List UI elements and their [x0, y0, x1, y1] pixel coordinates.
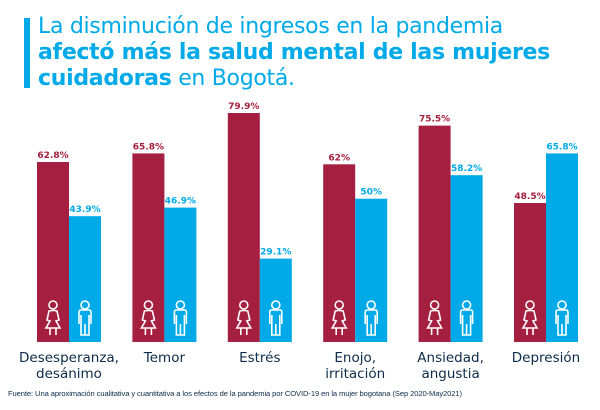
bar-hombres-3: [355, 198, 388, 342]
value-label-hombres-2: 29.1%: [260, 248, 291, 258]
man-icon: [459, 300, 474, 336]
title-line-3: cuidadoras en Bogotá.: [38, 66, 295, 91]
category-label-3: Enojo,: [334, 350, 376, 366]
bar-mujeres-2: [227, 113, 260, 343]
chart-title: La disminución de ingresos en la pandemi…: [38, 14, 598, 92]
man-icon: [78, 300, 92, 336]
value-label-mujeres-0: 62.8%: [37, 151, 68, 161]
value-label-hombres-4: 58.2%: [451, 164, 482, 174]
value-label-mujeres-4: 75.5%: [419, 115, 450, 125]
title-line-1: La disminución de ingresos en la pandemi…: [38, 14, 503, 39]
category-label-0: Desesperanza,: [19, 350, 119, 366]
value-label-mujeres-5: 48.5%: [514, 192, 545, 202]
bar-hombres-1: [164, 207, 197, 342]
category-label-4: Ansiedad,: [417, 350, 484, 366]
category-label-5: Depresión: [512, 350, 580, 366]
value-label-mujeres-1: 65.8%: [133, 142, 164, 152]
value-label-mujeres-3: 62%: [328, 153, 350, 163]
bar-hombres-0: [69, 216, 101, 342]
woman-icon: [330, 300, 348, 335]
bar-mujeres-4: [418, 125, 451, 342]
man-icon: [173, 300, 188, 336]
woman-icon: [235, 300, 253, 335]
bar-mujeres-5: [514, 202, 546, 342]
bar-hombres-5: [546, 153, 578, 342]
man-icon: [269, 300, 283, 336]
title-accent-bar: [24, 18, 30, 88]
value-label-hombres-0: 43.9%: [69, 205, 100, 215]
category-label-2: Estrés: [239, 350, 280, 366]
woman-icon: [140, 300, 157, 335]
value-label-hombres-1: 46.9%: [165, 197, 196, 207]
value-label-hombres-5: 65.8%: [546, 142, 577, 152]
man-icon: [555, 300, 569, 336]
woman-icon: [521, 300, 539, 335]
value-label-mujeres-2: 79.9%: [228, 102, 259, 112]
bar-mujeres-1: [132, 153, 165, 342]
woman-icon: [426, 300, 443, 335]
category-label-3: irritación: [325, 366, 385, 382]
value-label-hombres-3: 50%: [360, 188, 382, 198]
category-label-1: Temor: [143, 350, 186, 366]
title-line-2: afectó más la salud mental de las mujere…: [38, 40, 550, 65]
source-footnote: Fuente: Una aproximación cualitativa y c…: [8, 389, 462, 398]
man-icon: [364, 300, 378, 336]
category-label-4: angustia: [421, 366, 479, 382]
woman-icon: [44, 300, 62, 335]
bar-mujeres-0: [37, 162, 69, 342]
bar-mujeres-3: [323, 164, 356, 342]
bar-hombres-4: [450, 175, 483, 342]
category-label-0: desánimo: [36, 366, 102, 382]
